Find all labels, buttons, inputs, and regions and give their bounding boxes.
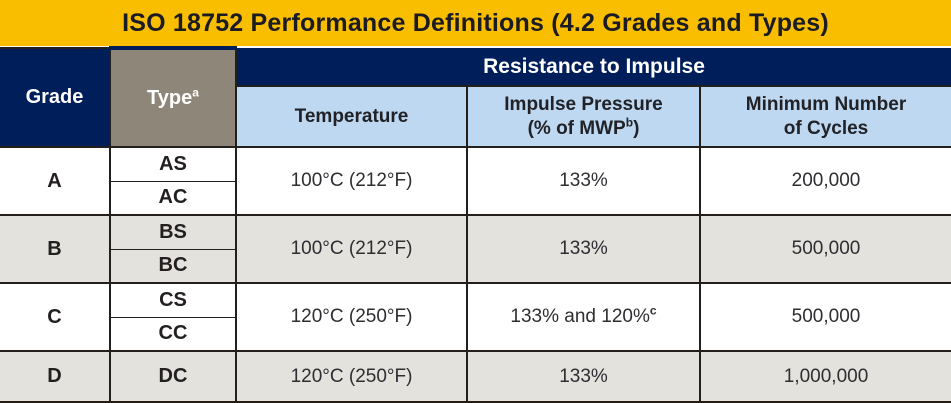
impulse-header-line2: (% of MWP — [527, 117, 626, 139]
table-title-bar: ISO 18752 Performance Definitions (4.2 G… — [0, 0, 951, 46]
impulse-pressure-cell-d: 133% — [466, 350, 701, 401]
cycles-cell-a: 200,000 — [698, 146, 951, 216]
header-row-group: Grade Typea Resistance to Impulse — [0, 46, 951, 148]
grade-cell-d: D — [0, 350, 111, 401]
table-title: ISO 18752 Performance Definitions (4.2 G… — [122, 8, 829, 37]
type-cell-as: AS — [109, 146, 237, 182]
performance-definitions-table: Grade Typea Resistance to Impulse Temper… — [0, 46, 951, 401]
table-row-grade-b-bottom: BC — [0, 248, 951, 284]
grade-cell-a: A — [0, 146, 111, 216]
grade-cell-b: B — [0, 214, 111, 284]
type-cell-bc: BC — [109, 248, 237, 284]
impulse-header-line1: Impulse Pressure — [504, 93, 663, 115]
table-row-grade-a-bottom: AC — [0, 180, 951, 216]
cycles-cell-b: 500,000 — [698, 214, 951, 284]
temperature-cell-b: 100°C (212°F) — [235, 214, 468, 284]
impulse-value-c: 133% and 120% — [510, 306, 650, 327]
impulse-value-b: 133% — [559, 238, 608, 259]
cycles-cell-c: 500,000 — [698, 282, 951, 352]
type-footnote-marker: a — [192, 84, 199, 99]
impulse-footnote-marker: b — [625, 115, 634, 130]
temperature-cell-a: 100°C (212°F) — [235, 146, 468, 216]
type-cell-cc: CC — [109, 316, 237, 352]
temperature-column-header: Temperature — [235, 85, 468, 148]
temperature-cell-d: 120°C (250°F) — [235, 350, 468, 401]
minimum-cycles-column-header: Minimum Number of Cycles — [698, 85, 951, 148]
grade-column-header: Grade — [0, 47, 111, 148]
cycles-cell-d: 1,000,000 — [698, 350, 951, 401]
impulse-value-a: 133% — [559, 170, 608, 191]
temperature-cell-c: 120°C (250°F) — [235, 282, 468, 352]
impulse-note-c: c — [649, 303, 657, 318]
impulse-pressure-cell-a: 133% — [466, 146, 701, 216]
resistance-to-impulse-group-header: Resistance to Impulse — [234, 48, 951, 87]
impulse-pressure-cell-b: 133% — [466, 214, 701, 284]
impulse-value-d: 133% — [559, 365, 608, 387]
impulse-header-close-paren: ) — [633, 117, 640, 139]
type-column-header: Typea — [109, 46, 237, 148]
impulse-pressure-column-header: Impulse Pressure (% of MWPb) — [466, 85, 701, 148]
table-row-grade-a-top: A AS 100°C (212°F) 133% 200,000 — [0, 146, 951, 216]
header-row-sub: Temperature Impulse Pressure (% of MWPb)… — [0, 85, 951, 148]
type-cell-dc: DC — [109, 350, 237, 401]
table-row-grade-b-top: B BS 100°C (212°F) 133% 500,000 — [0, 214, 951, 284]
table-row-grade-c-bottom: CC — [0, 316, 951, 352]
cycles-header-line1: Minimum Number — [745, 93, 907, 115]
type-cell-ac: AC — [109, 180, 237, 216]
impulse-pressure-cell-c: 133% and 120%c — [466, 282, 701, 352]
table-row-grade-c-top: C CS 120°C (250°F) 133% and 120%c 500,00… — [0, 282, 951, 352]
type-header-label: Type — [147, 86, 193, 109]
grade-cell-c: C — [0, 282, 111, 352]
table-row-grade-d: D DC 120°C (250°F) 133% 1,000,000 — [0, 350, 951, 401]
type-cell-cs: CS — [109, 282, 237, 318]
type-cell-bs: BS — [109, 214, 237, 250]
cycles-header-line2: of Cycles — [783, 117, 869, 139]
